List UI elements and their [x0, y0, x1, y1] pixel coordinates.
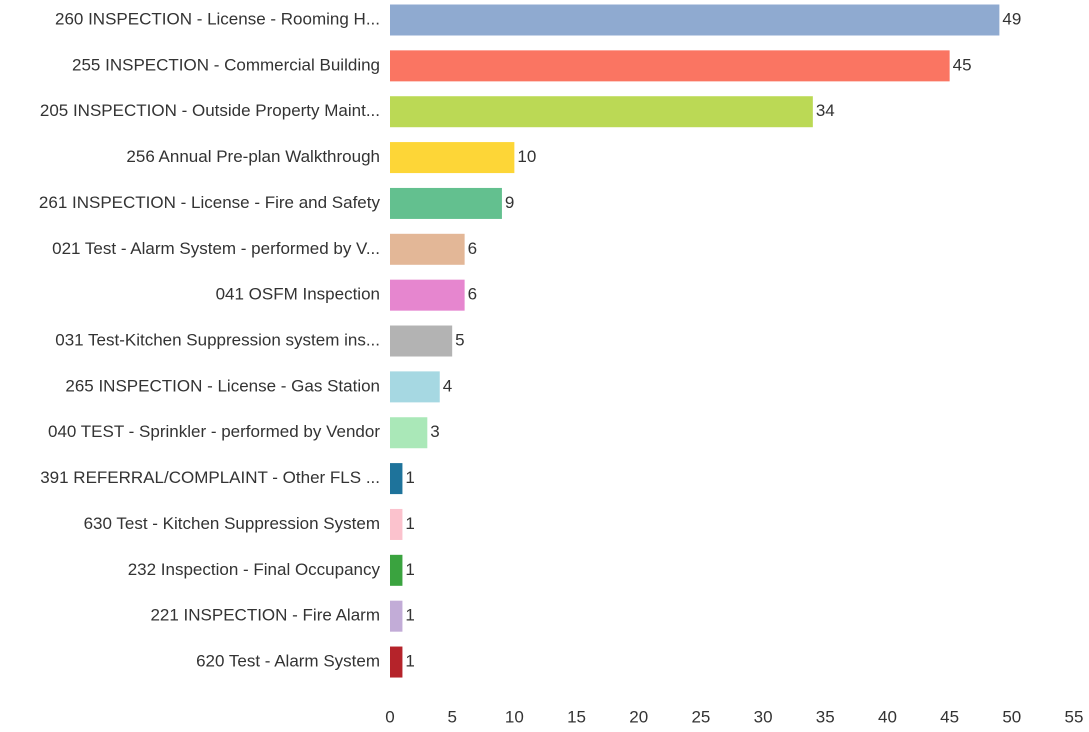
- bar: [390, 187, 502, 219]
- data-label: 10: [517, 147, 536, 166]
- bar: [390, 96, 813, 128]
- data-label: 6: [468, 239, 477, 258]
- bar: [390, 371, 440, 403]
- x-tick-label: 15: [567, 707, 586, 726]
- y-tick-label: 041 OSFM Inspection: [216, 285, 380, 304]
- y-tick-label: 391 REFERRAL/COMPLAINT - Other FLS ...: [40, 468, 380, 487]
- x-tick-label: 30: [754, 707, 773, 726]
- data-label: 3: [430, 422, 439, 441]
- data-label: 1: [405, 468, 414, 487]
- y-tick-label: 232 Inspection - Final Occupancy: [128, 560, 381, 579]
- bar: [390, 600, 403, 632]
- data-label: 45: [953, 55, 972, 74]
- bar: [390, 142, 515, 174]
- bar: [390, 325, 453, 357]
- data-label: 49: [1002, 9, 1021, 28]
- data-label: 1: [405, 606, 414, 625]
- data-label: 1: [405, 652, 414, 671]
- x-tick-label: 25: [691, 707, 710, 726]
- x-tick-label: 50: [1002, 707, 1021, 726]
- y-tick-label: 031 Test-Kitchen Suppression system ins.…: [55, 331, 380, 350]
- x-tick-label: 55: [1065, 707, 1084, 726]
- x-tick-label: 5: [447, 707, 456, 726]
- x-tick-label: 45: [940, 707, 959, 726]
- x-tick-label: 40: [878, 707, 897, 726]
- x-tick-label: 10: [505, 707, 524, 726]
- y-tick-label: 261 INSPECTION - License - Fire and Safe…: [39, 193, 381, 212]
- data-label: 4: [443, 376, 452, 395]
- bar: [390, 233, 465, 265]
- bar: [390, 463, 403, 495]
- bar: [390, 50, 950, 82]
- data-label: 1: [405, 514, 414, 533]
- y-tick-label: 256 Annual Pre-plan Walkthrough: [126, 147, 380, 166]
- y-tick-label: 221 INSPECTION - Fire Alarm: [150, 606, 380, 625]
- data-label: 9: [505, 193, 514, 212]
- y-tick-label: 040 TEST - Sprinkler - performed by Vend…: [48, 422, 380, 441]
- bar: [390, 417, 428, 449]
- y-tick-label: 620 Test - Alarm System: [196, 652, 380, 671]
- bar: [390, 279, 465, 311]
- y-tick-label: 265 INSPECTION - License - Gas Station: [65, 376, 380, 395]
- data-label: 1: [405, 560, 414, 579]
- bar: [390, 646, 403, 678]
- data-label: 5: [455, 331, 464, 350]
- bar: [390, 554, 403, 586]
- x-tick-label: 35: [816, 707, 835, 726]
- data-label: 34: [816, 101, 835, 120]
- x-tick-label: 0: [385, 707, 394, 726]
- data-label: 6: [468, 285, 477, 304]
- y-tick-label: 255 INSPECTION - Commercial Building: [72, 55, 380, 74]
- y-tick-label: 630 Test - Kitchen Suppression System: [84, 514, 380, 533]
- y-tick-label: 021 Test - Alarm System - performed by V…: [52, 239, 380, 258]
- bar: [390, 508, 403, 540]
- x-tick-label: 20: [629, 707, 648, 726]
- bar: [390, 4, 1000, 36]
- y-tick-label: 205 INSPECTION - Outside Property Maint.…: [40, 101, 380, 120]
- y-tick-label: 260 INSPECTION - License - Rooming H...: [55, 9, 380, 28]
